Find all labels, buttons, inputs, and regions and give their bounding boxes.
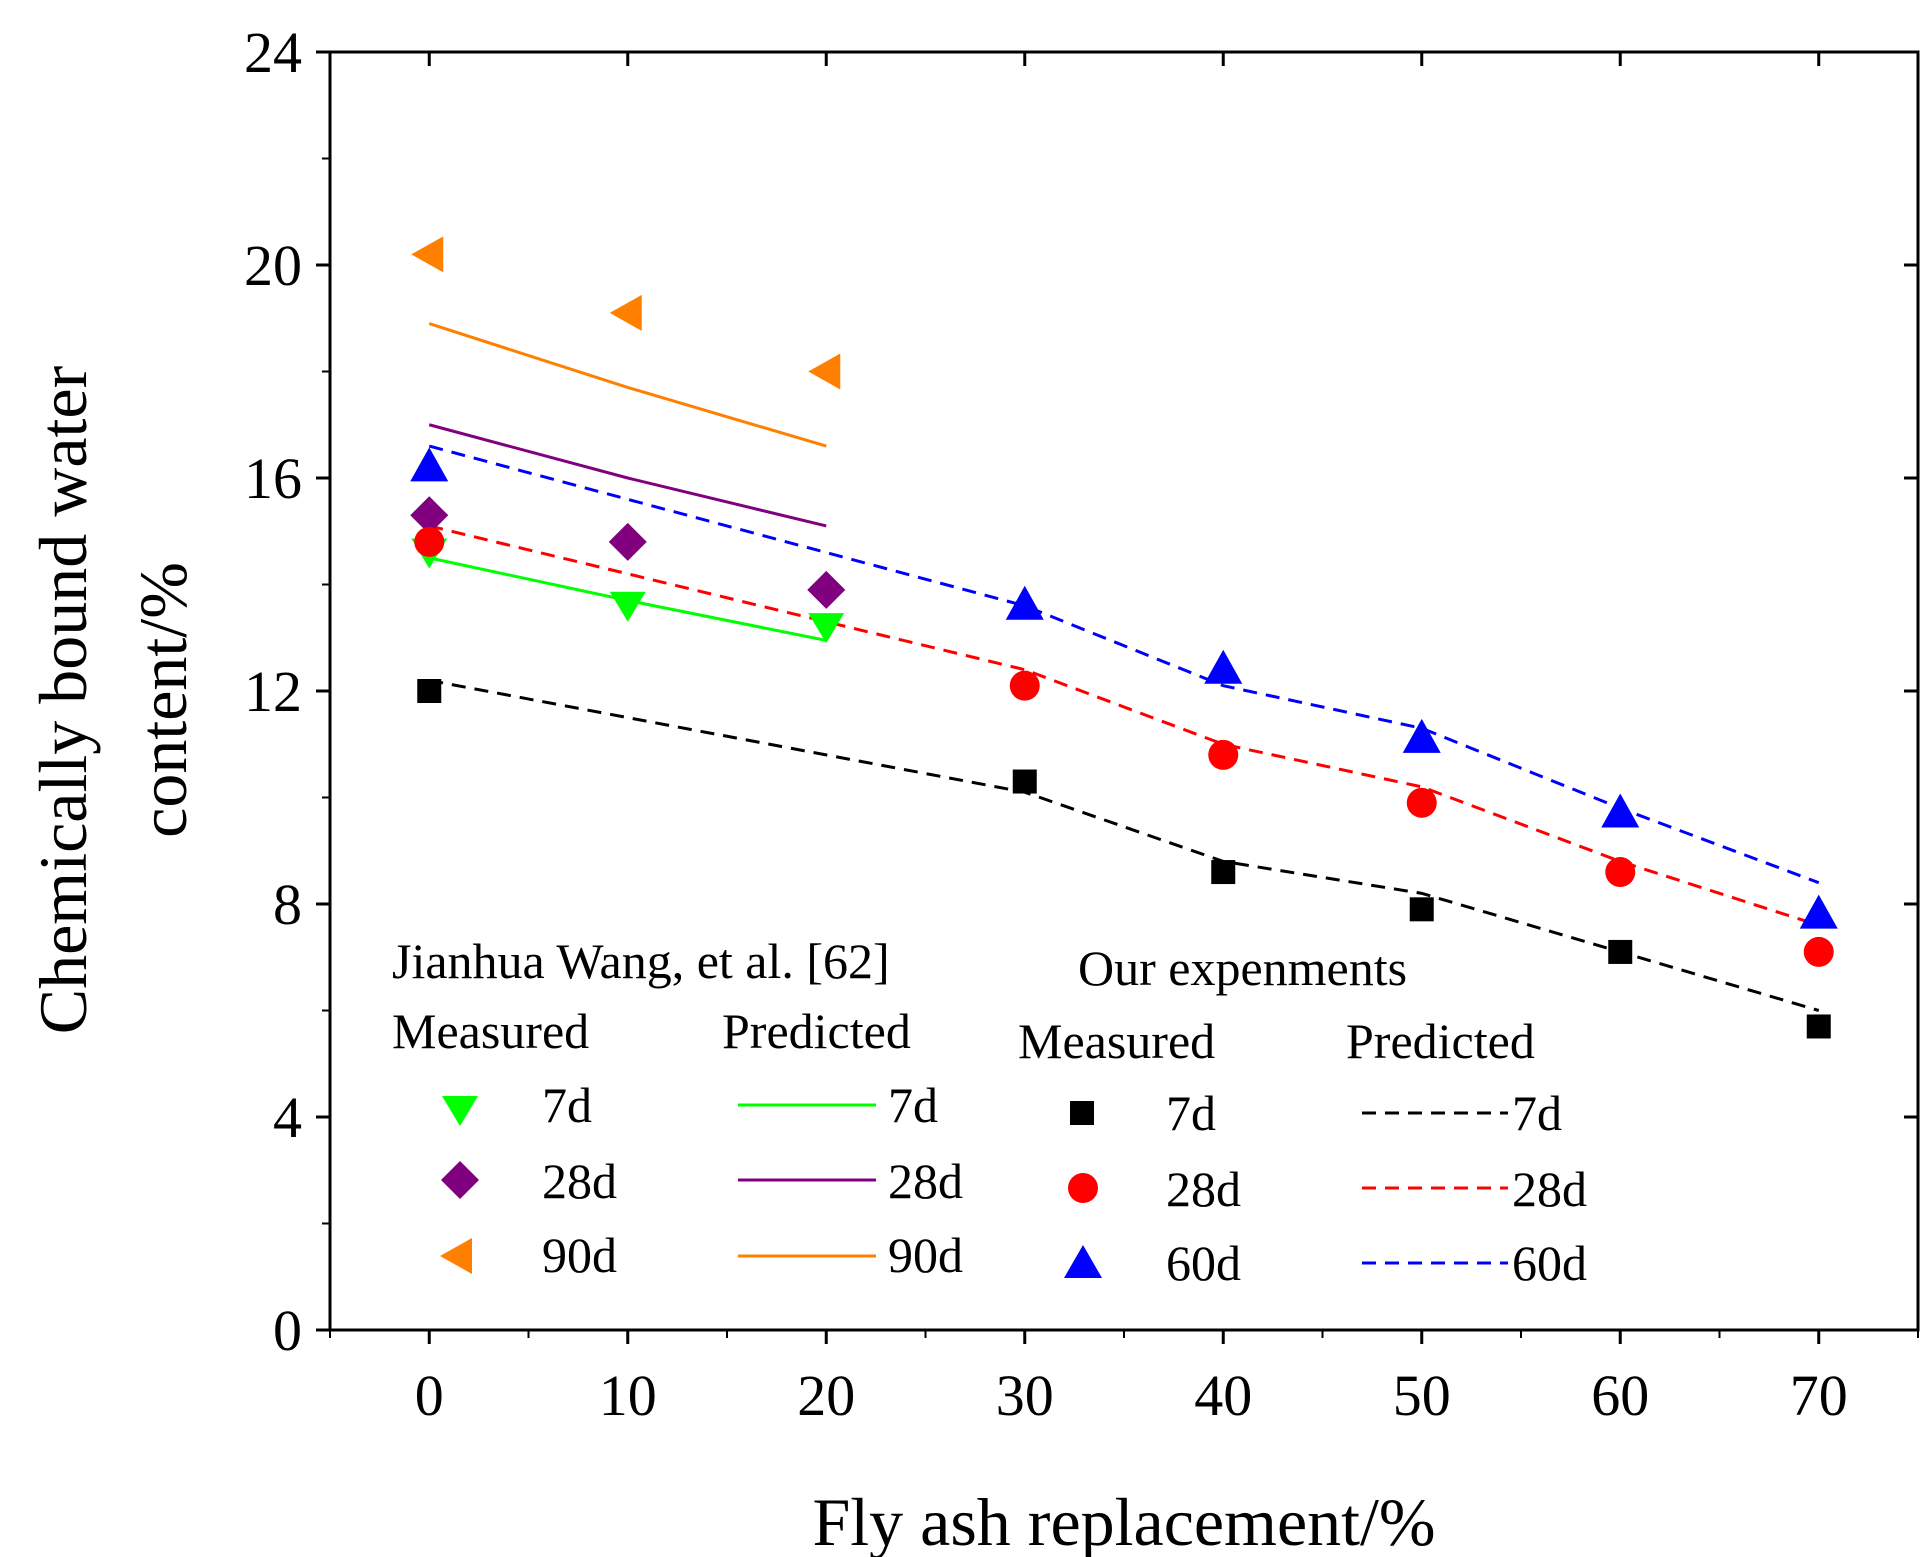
data-point-our-meas-60d	[1204, 649, 1243, 684]
series-line-wang-pred-90d	[428, 322, 827, 448]
legend-left-predicted-label-90d: 90d	[888, 1227, 963, 1283]
data-point-our-meas-28d	[1009, 670, 1040, 701]
x-tick-label: 10	[599, 1363, 657, 1428]
data-point-our-meas-60d	[1601, 793, 1640, 828]
y-axis-title-line1: Chemically bound water	[25, 365, 101, 1034]
x-tick-label: 60	[1591, 1363, 1649, 1428]
legend-left: Jianhua Wang, et al. [62] Measured Predi…	[392, 933, 963, 1283]
legend-marker-wang-7d	[442, 1096, 478, 1126]
data-point-our-meas-7d	[1012, 769, 1037, 794]
data-point-wang-meas-7d	[808, 613, 845, 644]
x-tick-label: 20	[797, 1363, 855, 1428]
legend-right-predicted-label-28d: 28d	[1512, 1161, 1587, 1217]
x-tick-label: 70	[1790, 1363, 1848, 1428]
series-line-our-pred-28d	[428, 524, 1820, 927]
legend-marker-wang-90d	[440, 1238, 472, 1274]
legend-left-predicted-label-28d: 28d	[888, 1153, 963, 1209]
x-tick-label: 40	[1194, 1363, 1252, 1428]
legend-left-measured-label-28d: 28d	[542, 1153, 617, 1209]
data-point-our-meas-7d	[1409, 897, 1434, 922]
data-point-our-meas-60d	[1402, 718, 1441, 753]
data-point-our-meas-7d	[1806, 1014, 1831, 1039]
legend-left-measured-label-7d: 7d	[542, 1077, 592, 1133]
data-point-our-meas-28d	[1803, 936, 1834, 967]
x-tick-label: 50	[1393, 1363, 1451, 1428]
data-point-wang-meas-28d	[608, 522, 647, 561]
legend-marker-our-60d	[1064, 1245, 1102, 1278]
x-axis-title: Fly ash replacement/%	[812, 1484, 1435, 1557]
y-tick-label: 0	[273, 1298, 302, 1363]
series-line-our-pred-60d	[428, 444, 1820, 885]
data-point-our-meas-28d	[414, 526, 445, 557]
data-markers	[410, 236, 1838, 1039]
x-tick-label: 30	[996, 1363, 1054, 1428]
legend-left-predicted-header: Predicted	[722, 1003, 911, 1059]
series-line-wang-pred-28d	[428, 423, 827, 528]
data-point-wang-meas-90d	[609, 294, 642, 331]
data-point-our-meas-60d	[1005, 585, 1044, 620]
legend-left-measured-header: Measured	[392, 1003, 589, 1059]
axis-ticks: 0 10 20 30 40 50 60 70 0 4 8 12 16 20 24	[244, 20, 1919, 1428]
data-point-our-meas-28d	[1406, 787, 1437, 818]
legend-right-title: Our expenments	[1078, 940, 1407, 996]
legend-left-measured-label-90d: 90d	[542, 1227, 617, 1283]
data-point-wang-meas-28d	[410, 496, 449, 535]
data-point-our-meas-7d	[1211, 860, 1236, 885]
y-tick-label: 16	[244, 446, 302, 511]
legend-marker-wang-28d	[441, 1161, 479, 1199]
legend-right-measured-label-28d: 28d	[1166, 1161, 1241, 1217]
y-tick-label: 20	[244, 233, 302, 298]
data-point-our-meas-28d	[1605, 857, 1636, 888]
y-axis-title-line2: content/%	[125, 562, 201, 838]
data-point-our-meas-7d	[417, 679, 442, 703]
legend-left-title: Jianhua Wang, et al. [62]	[392, 933, 890, 989]
legend-right-predicted-header: Predicted	[1346, 1013, 1535, 1069]
data-point-our-meas-7d	[1608, 939, 1633, 964]
legend-right-predicted-label-7d: 7d	[1512, 1085, 1562, 1141]
data-point-wang-meas-28d	[807, 570, 846, 609]
data-point-wang-meas-7d	[609, 591, 646, 622]
legend-marker-our-7d	[1070, 1101, 1094, 1125]
legend-right: Our expenments Measured Predicted 7d 28d…	[1018, 940, 1587, 1291]
legend-left-predicted-label-7d: 7d	[888, 1077, 938, 1133]
legend-right-measured-header: Measured	[1018, 1013, 1215, 1069]
data-point-wang-meas-90d	[808, 353, 841, 390]
legend-right-predicted-label-60d: 60d	[1512, 1235, 1587, 1291]
legend-right-measured-label-60d: 60d	[1166, 1235, 1241, 1291]
y-tick-label: 12	[244, 659, 302, 724]
y-tick-label: 24	[244, 20, 302, 85]
data-point-our-meas-60d	[410, 447, 449, 482]
x-tick-label: 0	[415, 1363, 444, 1428]
legend-marker-our-28d	[1068, 1173, 1098, 1203]
legend-right-measured-label-7d: 7d	[1166, 1085, 1216, 1141]
y-tick-label: 8	[273, 872, 302, 937]
y-axis-title-group: Chemically bound water content/%	[25, 365, 201, 1034]
data-point-our-meas-28d	[1208, 739, 1239, 770]
y-tick-label: 4	[273, 1085, 302, 1150]
data-point-wang-meas-90d	[411, 236, 444, 273]
data-point-our-meas-60d	[1799, 894, 1838, 929]
